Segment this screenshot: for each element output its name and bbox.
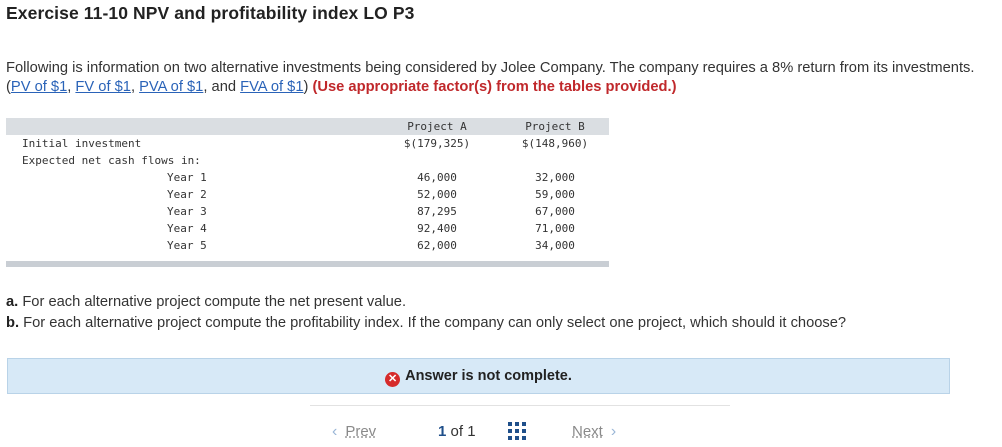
col-header-project-b: Project B <box>525 120 585 133</box>
initial-investment-a: $(179,325) <box>403 137 471 150</box>
page-indicator: 1 of 1 <box>438 423 476 440</box>
investment-table: Project A Project B Initial investment $… <box>6 118 609 268</box>
chevron-right-icon: › <box>610 423 617 440</box>
table-cell-b: 59,000 <box>535 188 575 201</box>
table-cell-b: 32,000 <box>535 171 575 184</box>
initial-investment-b: $(148,960) <box>521 137 589 150</box>
link-fva-of-1[interactable]: FVA of $1 <box>240 79 304 95</box>
intro-text: Following is information on two alternat… <box>6 60 975 95</box>
table-cell-b: 34,000 <box>535 239 575 252</box>
table-row-label: Year 5 <box>167 239 207 252</box>
prev-button[interactable]: ‹ Prev <box>332 423 377 440</box>
table-row-label: Year 3 <box>167 205 207 218</box>
answer-status-bar[interactable]: ✕ Answer is not complete. <box>7 358 950 394</box>
link-pv-of-1[interactable]: PV of $1 <box>10 79 68 95</box>
table-row-label: Year 4 <box>167 222 207 235</box>
initial-investment-label: Initial investment <box>22 137 142 150</box>
table-bottom-rule <box>6 261 609 267</box>
grid-icon[interactable] <box>508 422 526 440</box>
table-cell-a: 92,400 <box>417 222 457 235</box>
intro-paragraph: Following is information on two alternat… <box>6 60 975 95</box>
chevron-left-icon: ‹ <box>332 423 338 440</box>
table-cell-b: 67,000 <box>535 205 575 218</box>
next-button[interactable]: Next › <box>572 423 617 440</box>
question-b: b. For each alternative project compute … <box>6 315 847 331</box>
table-cell-a: 46,000 <box>417 171 457 184</box>
table-cell-a: 87,295 <box>417 205 457 218</box>
answer-status-text: Answer is not complete. <box>405 368 572 384</box>
col-header-project-a: Project A <box>407 120 467 133</box>
factor-instruction: (Use appropriate factor(s) from the tabl… <box>312 79 677 95</box>
link-fv-of-1[interactable]: FV of $1 <box>75 79 131 95</box>
pagination: ‹ Prev 1 of 1 Next › <box>310 405 730 447</box>
question-a: a. For each alternative project compute … <box>6 294 407 310</box>
x-circle-icon: ✕ <box>385 372 401 387</box>
cash-flows-label: Expected net cash flows in: <box>22 154 201 167</box>
table-row-label: Year 1 <box>167 171 207 184</box>
table-row-label: Year 2 <box>167 188 207 201</box>
table-cell-b: 71,000 <box>535 222 575 235</box>
table-cell-a: 62,000 <box>417 239 457 252</box>
table-cell-a: 52,000 <box>417 188 457 201</box>
exercise-title: Exercise 11-10 NPV and profitability ind… <box>6 3 415 23</box>
link-pva-of-1[interactable]: PVA of $1 <box>139 79 204 95</box>
table-header-band <box>6 118 609 135</box>
